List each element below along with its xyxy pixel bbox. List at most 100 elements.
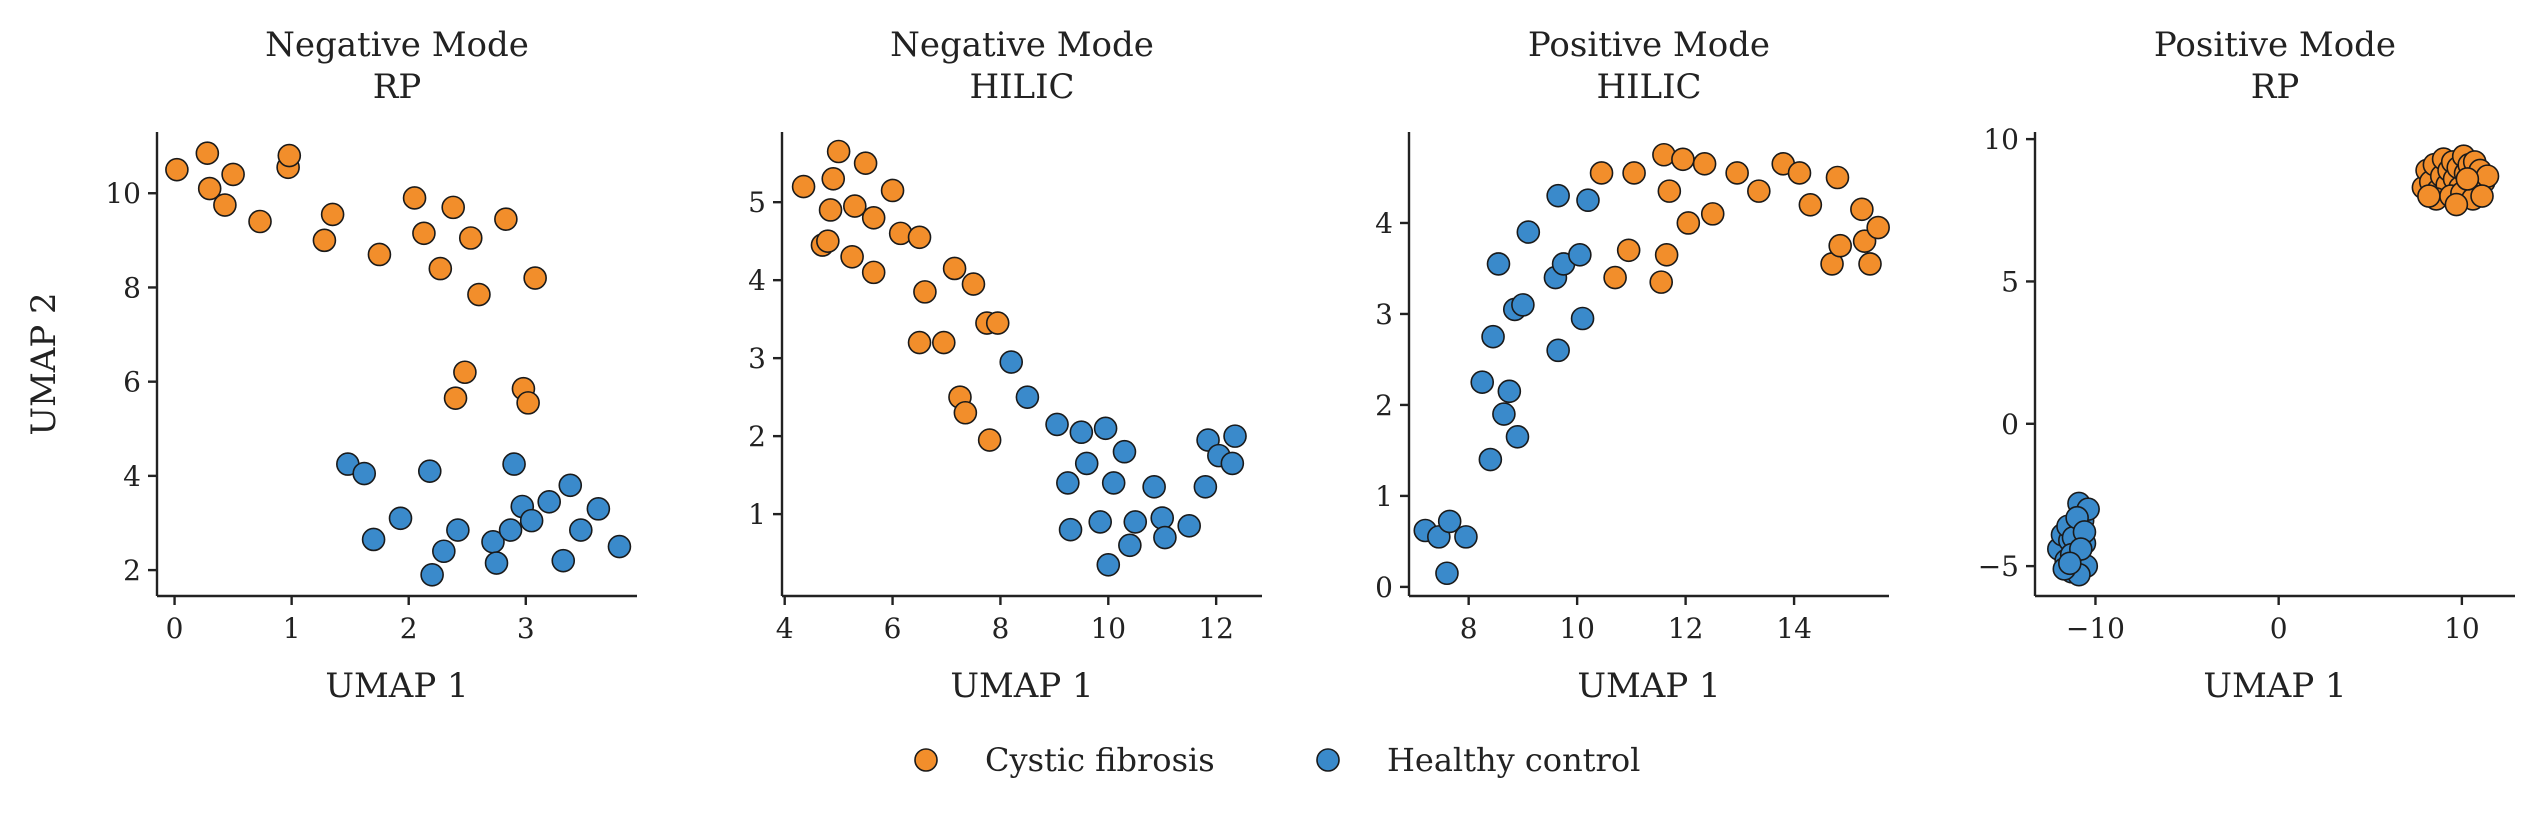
point-cystic-fibrosis bbox=[1654, 243, 1679, 267]
x-tick-label: 12 bbox=[1668, 612, 1704, 645]
point-cystic-fibrosis bbox=[195, 141, 220, 165]
point-cystic-fibrosis bbox=[320, 202, 345, 227]
point-cystic-fibrosis bbox=[853, 151, 878, 175]
point-healthy-control bbox=[1150, 506, 1175, 530]
y-tick-label: 3 bbox=[1375, 298, 1393, 331]
y-tick-label: −5 bbox=[1978, 550, 2019, 583]
point-cystic-fibrosis bbox=[826, 139, 851, 164]
x-tick-label: 10 bbox=[2444, 612, 2480, 645]
y-tick-label: 3 bbox=[748, 342, 766, 375]
y-tick-label: 2 bbox=[1375, 389, 1393, 422]
panel-2-title-line-1: Negative Mode bbox=[890, 25, 1154, 65]
point-cystic-fibrosis bbox=[913, 280, 937, 304]
point-cystic-fibrosis bbox=[2455, 167, 2480, 191]
point-healthy-control bbox=[352, 461, 377, 486]
y-tick-label: 5 bbox=[748, 186, 766, 219]
point-cystic-fibrosis bbox=[1616, 238, 1641, 263]
y-tick-label: 0 bbox=[2001, 408, 2019, 441]
panel-1-title-line-1: Negative Mode bbox=[265, 25, 529, 65]
point-healthy-control bbox=[417, 459, 442, 483]
y-tick-label: 10 bbox=[105, 177, 141, 210]
point-cystic-fibrosis bbox=[1747, 179, 1771, 203]
x-tick-label: 4 bbox=[776, 612, 794, 645]
x-tick-label: 10 bbox=[1090, 612, 1126, 645]
panel-1-y-label: UMAP 2 bbox=[24, 292, 64, 435]
point-healthy-control bbox=[1058, 517, 1083, 542]
legend-label-cystic-fibrosis: Cystic fibrosis bbox=[985, 741, 1215, 779]
point-cystic-fibrosis bbox=[248, 209, 272, 234]
point-cystic-fibrosis bbox=[907, 225, 932, 250]
y-tick-label: 4 bbox=[1375, 207, 1393, 240]
point-cystic-fibrosis bbox=[2475, 164, 2500, 188]
point-healthy-control bbox=[1177, 514, 1201, 538]
point-healthy-control bbox=[999, 350, 1024, 374]
point-cystic-fibrosis bbox=[1787, 161, 1812, 185]
point-cystic-fibrosis bbox=[861, 205, 886, 230]
point-healthy-control bbox=[1546, 183, 1570, 208]
point-healthy-control bbox=[1045, 412, 1069, 437]
x-tick-label: 6 bbox=[884, 612, 902, 645]
x-tick-label: 1 bbox=[283, 612, 301, 645]
point-cystic-fibrosis bbox=[1589, 161, 1614, 185]
y-tick-label: 8 bbox=[123, 271, 141, 304]
x-tick-label: 3 bbox=[517, 612, 535, 645]
panel-2-title-line-2: HILIC bbox=[969, 67, 1074, 107]
point-healthy-control bbox=[1546, 338, 1570, 363]
point-cystic-fibrosis bbox=[277, 143, 302, 168]
x-tick-label: 8 bbox=[992, 612, 1010, 645]
point-cystic-fibrosis bbox=[367, 242, 392, 267]
point-healthy-control bbox=[1096, 553, 1121, 577]
panel-1-title-line-2: RP bbox=[373, 67, 421, 107]
point-healthy-control bbox=[1223, 424, 1247, 448]
point-healthy-control bbox=[1153, 525, 1177, 550]
point-cystic-fibrosis bbox=[1649, 270, 1674, 294]
point-cystic-fibrosis bbox=[1858, 252, 1882, 276]
point-cystic-fibrosis bbox=[1825, 165, 1850, 190]
point-cystic-fibrosis bbox=[942, 256, 967, 281]
point-healthy-control bbox=[558, 473, 583, 498]
point-healthy-control bbox=[1074, 451, 1099, 476]
y-tick-label: 2 bbox=[123, 554, 141, 587]
point-cystic-fibrosis bbox=[443, 386, 468, 410]
point-cystic-fibrosis bbox=[213, 193, 237, 217]
point-cystic-fibrosis bbox=[312, 228, 337, 253]
point-cystic-fibrosis bbox=[816, 229, 840, 253]
x-tick-label: 0 bbox=[166, 612, 184, 645]
point-cystic-fibrosis bbox=[1798, 192, 1823, 217]
legend-marker-healthy-control bbox=[1316, 748, 1340, 772]
point-cystic-fibrosis bbox=[1850, 197, 1874, 222]
legend: Cystic fibrosis Healthy control bbox=[914, 741, 1640, 779]
panel-4-title-line-1: Positive Mode bbox=[2154, 25, 2396, 65]
legend-label-healthy-control: Healthy control bbox=[1387, 741, 1640, 779]
y-tick-label: 5 bbox=[2001, 265, 2019, 298]
point-healthy-control bbox=[586, 497, 611, 521]
point-cystic-fibrosis bbox=[931, 330, 956, 355]
point-healthy-control bbox=[1142, 475, 1166, 499]
point-cystic-fibrosis bbox=[961, 272, 986, 296]
point-healthy-control bbox=[1505, 424, 1530, 449]
point-healthy-control bbox=[1570, 306, 1595, 331]
point-cystic-fibrosis bbox=[1692, 152, 1717, 176]
point-healthy-control bbox=[519, 508, 544, 533]
point-cystic-fibrosis bbox=[818, 198, 843, 222]
point-cystic-fibrosis bbox=[428, 256, 453, 281]
point-cystic-fibrosis bbox=[2470, 184, 2494, 208]
point-healthy-control bbox=[1454, 525, 1478, 549]
point-cystic-fibrosis bbox=[1828, 233, 1852, 258]
point-healthy-control bbox=[1478, 447, 1503, 472]
point-cystic-fibrosis bbox=[197, 176, 222, 201]
point-cystic-fibrosis bbox=[453, 360, 477, 385]
point-healthy-control bbox=[432, 539, 456, 564]
point-cystic-fibrosis bbox=[861, 260, 886, 285]
point-healthy-control bbox=[1069, 420, 1094, 445]
point-cystic-fibrosis bbox=[907, 330, 932, 355]
point-cystic-fibrosis bbox=[165, 157, 189, 182]
point-healthy-control bbox=[1437, 509, 1462, 534]
point-cystic-fibrosis bbox=[985, 311, 1010, 335]
point-healthy-control bbox=[1481, 324, 1505, 349]
legend-marker-cystic-fibrosis bbox=[914, 748, 938, 772]
